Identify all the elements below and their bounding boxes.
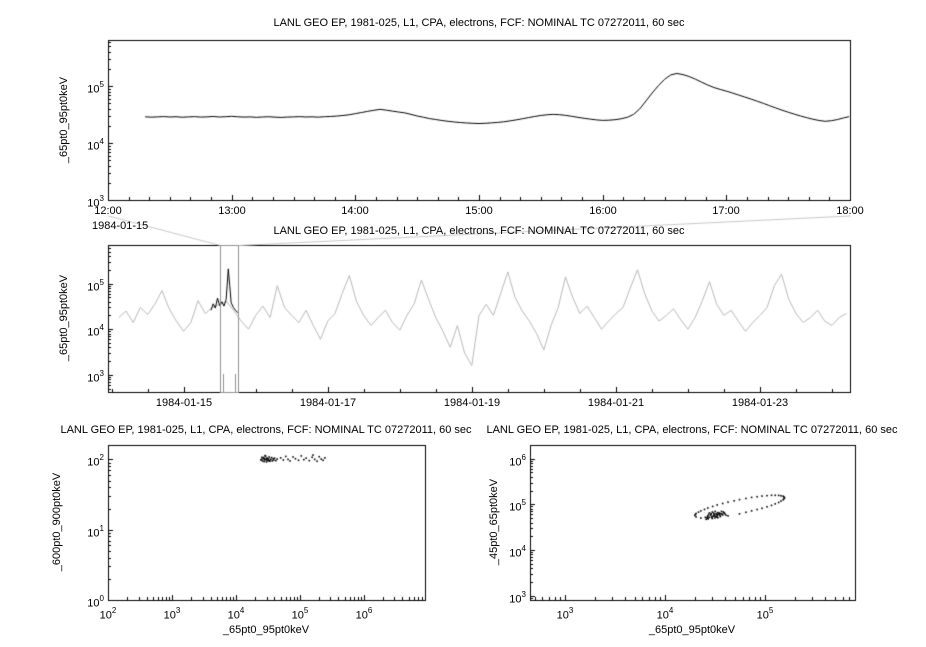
selection-box[interactable] [220,245,238,392]
y-tick-label: 105 [509,498,526,514]
y-tick-label: 103 [87,194,104,210]
x-tick-label: 103 [556,606,574,622]
x-tick-label: 18:00 [836,205,864,217]
x-tick-label: 17:00 [712,205,740,217]
scatter-left-title: LANL GEO EP, 1981-025, L1, CPA, electron… [60,424,472,436]
y-tick-label: 104 [87,137,104,153]
scatter-left-plot-area[interactable] [108,445,425,600]
y-tick-label: 104 [509,544,526,560]
top-xaxis-date-label: 1984-01-15 [92,220,149,232]
y-tick-label: 103 [87,369,104,385]
x-tick-label: 14:00 [341,205,369,217]
y-tick-label: 101 [87,524,104,540]
y-tick-label: 102 [87,453,104,469]
y-tick-label: 106 [509,453,526,469]
x-tick-label: 104 [656,606,674,622]
x-tick-label: 13:00 [218,205,246,217]
scatter-left-xlabel: _65pt0_95pt0keV [222,624,310,636]
scatter-right-xlabel: _65pt0_95pt0keV [648,624,736,636]
x-tick-label: 102 [99,606,117,622]
scatter-right-title: LANL GEO EP, 1981-025, L1, CPA, electron… [486,424,898,436]
x-tick-label: 16:00 [589,205,617,217]
x-tick-label: 1984-01-17 [299,397,357,409]
x-tick-label: 1984-01-15 [155,397,213,409]
y-tick-label: 100 [87,594,104,610]
x-tick-label: 15:00 [465,205,493,217]
x-tick-label: 12:00 [94,205,122,217]
y-tick-label: 105 [87,278,104,294]
x-tick-label: 103 [163,606,181,622]
x-tick-label: 1984-01-19 [443,397,501,409]
x-tick-label: 106 [355,606,373,622]
scatter-left-ylabel-text: _600pt0_900pt0keV [51,472,63,572]
top-ylabel-text: _65pt0_95pt0keV [58,76,70,164]
top-detail-plot-area[interactable] [108,40,850,200]
top-plot-title: LANL GEO EP, 1981-025, L1, CPA, electron… [273,17,685,29]
y-tick-label: 105 [87,80,104,96]
y-tick-label: 104 [87,323,104,339]
overview-plot-title: LANL GEO EP, 1981-025, L1, CPA, electron… [273,225,685,237]
y-tick-label: 103 [509,590,526,606]
x-tick-label: 1984-01-23 [731,397,789,409]
x-tick-label: 105 [291,606,309,622]
x-tick-label: 1984-01-21 [587,397,645,409]
x-tick-label: 104 [227,606,245,622]
scatter-right-plot-area[interactable] [530,445,855,600]
x-tick-label: 105 [756,606,774,622]
overview-ylabel-text: _65pt0_95pt0keV [58,274,70,362]
